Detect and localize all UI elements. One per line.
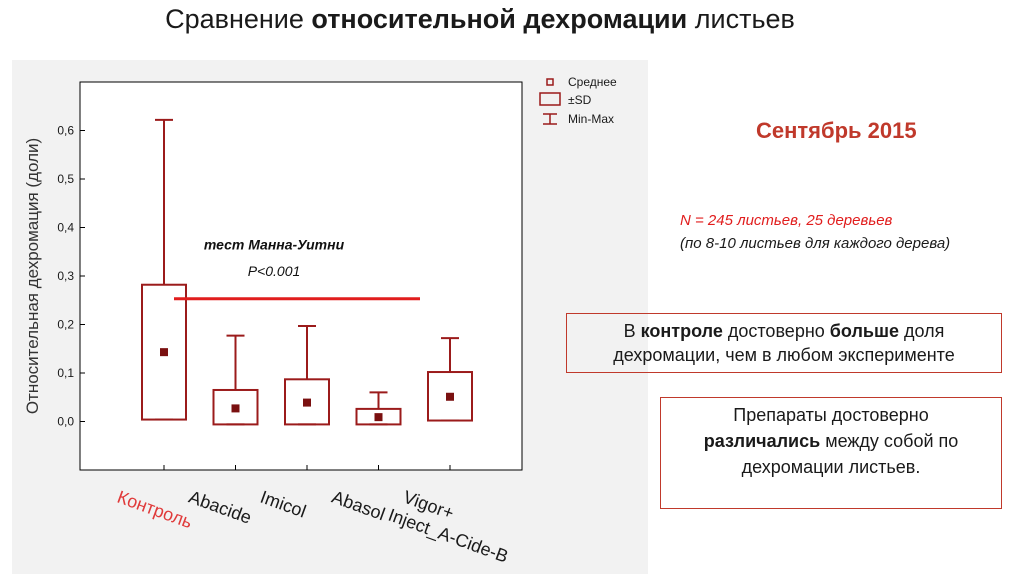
- mean-marker: [303, 398, 311, 407]
- y-tick-label: 0,5: [57, 172, 74, 186]
- x-category-label: Abacide: [186, 487, 254, 528]
- p-value-label: P<0.001: [248, 263, 301, 279]
- y-tick-label: 0,1: [57, 366, 74, 380]
- x-category-label: Контроль: [115, 487, 195, 533]
- legend-sd-label: ±SD: [568, 93, 592, 107]
- mean-marker: [231, 404, 240, 413]
- x-category-label: Vigor+Inject_A-Cide-B: [385, 484, 518, 568]
- box-plot-chart: 0,0 0,1 0,2 0,3 0,4 0,5 0,6 Относительная дехро…: [23, 75, 617, 568]
- conclusion-box-control: В контроле достоверно больше доля дехром…: [566, 313, 1002, 373]
- y-axis-label: Относительная дехромация (доли): [23, 138, 42, 414]
- mean-marker: [374, 413, 383, 422]
- y-tick-label: 0,2: [57, 318, 74, 332]
- month-label: Сентябрь 2015: [756, 118, 917, 143]
- x-category-label: Imicol: [258, 487, 309, 522]
- mean-marker: [446, 392, 454, 401]
- mean-marker: [160, 348, 168, 357]
- y-tick-label: 0,3: [57, 269, 74, 283]
- test-label: тест Манна-Уитни: [204, 236, 345, 252]
- legend-sd-box: [539, 92, 561, 106]
- x-category-label: Abasol: [329, 487, 388, 525]
- plot-area: [79, 81, 523, 471]
- chart-panel: 0,0 0,1 0,2 0,3 0,4 0,5 0,6 Относительная дехро…: [12, 60, 648, 574]
- legend-mean-label: Среднее: [568, 75, 617, 89]
- y-tick-label: 0,0: [57, 415, 74, 429]
- slide-title: Сравнение относительной дехромации листь…: [165, 4, 795, 34]
- legend-minmax-label: Min-Max: [568, 112, 614, 126]
- sample-size-label: N = 245 листьев, 25 деревьев: [680, 212, 893, 229]
- sample-size-note: (по 8-10 листьев для каждого дерева): [680, 235, 951, 252]
- y-tick-label: 0,4: [57, 221, 74, 235]
- legend-mean-marker: [546, 78, 554, 86]
- y-tick-label: 0,6: [57, 124, 74, 138]
- conclusion-box-preparations: Препараты достоверно различались между с…: [660, 397, 1002, 509]
